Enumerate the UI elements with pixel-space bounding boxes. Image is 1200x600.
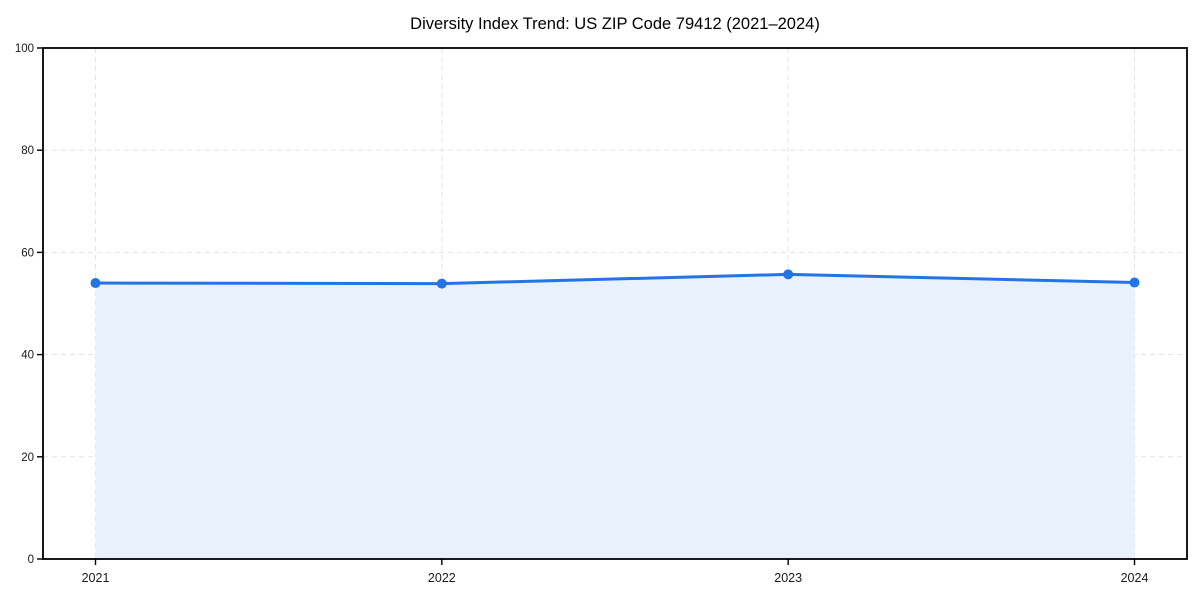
area-under-line: [95, 274, 1135, 559]
data-point: [436, 278, 447, 289]
area-fill: [95, 274, 1135, 559]
data-point: [90, 278, 101, 289]
y-tick-label: 40: [21, 350, 34, 362]
data-points: [90, 269, 1140, 289]
data-point: [1129, 277, 1140, 288]
chart-title: Diversity Index Trend: US ZIP Code 79412…: [410, 15, 820, 33]
y-tick-label: 80: [21, 145, 34, 157]
plot-border: [42, 47, 1188, 560]
y-tick-label: 20: [21, 452, 34, 464]
trend-line: [94, 272, 1136, 286]
y-tick-label: 60: [21, 247, 34, 259]
x-tick-label: 2024: [1121, 571, 1149, 585]
trend-polyline: [94, 272, 1136, 286]
x-tick-label: 2023: [774, 571, 802, 585]
x-tick-labels: 2021 2022 2023 2024: [82, 571, 1149, 585]
tick-marks: [37, 47, 1136, 565]
x-tick-label: 2021: [82, 571, 110, 585]
y-tick-label: 0: [28, 554, 34, 566]
axes-box: [42, 47, 1188, 560]
data-point: [783, 269, 794, 280]
y-tick-label: 100: [15, 43, 34, 55]
x-tick-label: 2022: [428, 571, 456, 585]
y-tick-labels: 0 20 40 60 80 100: [15, 43, 34, 566]
